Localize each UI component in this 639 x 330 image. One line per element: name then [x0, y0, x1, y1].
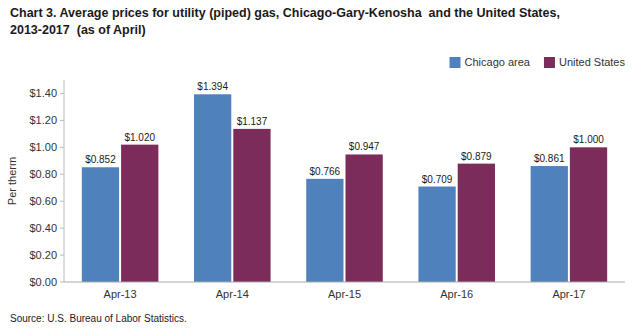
chart: Chart 3. Average prices for utility (pip…: [0, 0, 639, 330]
bar: [570, 147, 607, 282]
bars: [82, 94, 607, 282]
y-tick: [60, 174, 64, 175]
data-label: $0.852: [85, 154, 116, 165]
y-tick-label: $0.60: [29, 195, 57, 207]
y-tick-label: $0.00: [29, 276, 57, 288]
x-axis-line: [64, 282, 625, 283]
legend-item: Chicago area: [450, 56, 531, 68]
y-tick: [60, 120, 64, 121]
data-label: $1.137: [237, 116, 268, 127]
bar: [82, 167, 119, 282]
y-tick: [60, 282, 64, 283]
y-tick-label: $0.40: [29, 222, 57, 234]
y-tick: [60, 255, 64, 256]
y-tick-label: $1.20: [29, 114, 57, 126]
x-tick-label: Apr-13: [104, 288, 137, 300]
data-label: $0.709: [422, 174, 453, 185]
legend-label: United States: [559, 56, 626, 68]
bar: [346, 154, 383, 282]
x-tick-label: Apr-14: [216, 288, 249, 300]
data-label: $0.879: [461, 151, 492, 162]
bar: [531, 166, 568, 282]
y-axis-label: Per therm: [6, 157, 18, 205]
source-note: Source: U.S. Bureau of Labor Statistics.: [10, 313, 187, 324]
y-tick-label: $0.80: [29, 168, 57, 180]
bar: [306, 179, 343, 282]
title: Chart 3. Average prices for utility (pip…: [10, 6, 560, 37]
bar: [121, 145, 158, 282]
data-labels: $0.852 $1.020 $1.394 $1.137 $0.766 $0.947 $0.7…: [85, 81, 604, 184]
x-tick-label: Apr-16: [440, 288, 473, 300]
y-tick: [60, 147, 64, 148]
bar: [194, 94, 231, 282]
data-label: $0.947: [349, 141, 380, 152]
data-label: $1.000: [573, 134, 604, 145]
y-tick: [60, 201, 64, 202]
y-tick-label: $1.40: [29, 87, 57, 99]
y-tick-label: $0.20: [29, 249, 57, 261]
bar: [418, 187, 455, 282]
y-tick: [60, 93, 64, 94]
legend: Chicago area United States: [450, 56, 626, 68]
x-tick-label: Apr-15: [328, 288, 361, 300]
bar: [233, 129, 270, 282]
data-label: $0.861: [534, 153, 565, 164]
data-label: $0.766: [310, 166, 341, 177]
y-tick-label: $1.00: [29, 141, 57, 153]
data-label: $1.394: [197, 81, 228, 92]
legend-swatch: [544, 57, 555, 68]
x-tick-label: Apr-17: [552, 288, 585, 300]
y-tick: [60, 228, 64, 229]
y-axis-line: [64, 80, 65, 282]
data-label: $1.020: [124, 132, 155, 143]
legend-swatch: [450, 57, 461, 68]
legend-item: United States: [544, 56, 626, 68]
bar: [458, 164, 495, 282]
legend-label: Chicago area: [465, 56, 531, 68]
